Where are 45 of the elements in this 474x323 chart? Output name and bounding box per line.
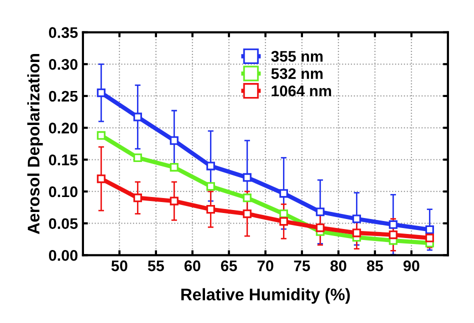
point bbox=[96, 131, 106, 140]
point bbox=[425, 225, 434, 234]
point bbox=[170, 162, 178, 172]
y-tick-label: 0.25 bbox=[48, 90, 78, 102]
x-tick-label: 75 bbox=[294, 260, 310, 272]
legend-label: 532 nm bbox=[271, 68, 323, 80]
x-tick-label: 85 bbox=[366, 260, 384, 272]
point bbox=[242, 173, 252, 182]
point bbox=[133, 153, 142, 162]
point bbox=[352, 214, 361, 224]
point bbox=[279, 217, 288, 226]
point bbox=[206, 162, 215, 170]
point bbox=[133, 112, 142, 122]
x-axis-title: Relative Humidity (%) bbox=[181, 288, 350, 304]
point bbox=[316, 223, 324, 232]
y-tick-label: 0.35 bbox=[48, 27, 78, 38]
point bbox=[242, 194, 252, 202]
point bbox=[170, 196, 178, 206]
x-tick-label: 65 bbox=[221, 260, 238, 272]
legend-label: 1064 nm bbox=[272, 86, 332, 96]
point bbox=[388, 230, 398, 240]
y-tick-label: 0.20 bbox=[48, 122, 78, 134]
point bbox=[279, 189, 288, 198]
x-tick-label: 55 bbox=[148, 260, 164, 272]
y-tick-label: 0.10 bbox=[48, 186, 78, 198]
y-tick-label: 0.05 bbox=[48, 218, 78, 230]
x-tick-label: 50 bbox=[111, 260, 128, 272]
y-axis-title: Aerosol Depolarization bbox=[27, 54, 43, 234]
x-tick-label: 80 bbox=[330, 260, 346, 272]
point bbox=[96, 88, 106, 98]
point bbox=[425, 234, 434, 242]
x-tick-label: 90 bbox=[403, 260, 420, 272]
y-tick-label: 0.00 bbox=[48, 250, 78, 261]
point bbox=[352, 228, 361, 238]
point bbox=[242, 209, 252, 218]
point bbox=[316, 208, 324, 216]
point bbox=[96, 174, 106, 184]
y-tick-label: 0.30 bbox=[48, 59, 78, 70]
x-tick-label: 60 bbox=[184, 260, 200, 272]
y-tick-label: 0.15 bbox=[48, 154, 78, 166]
point bbox=[206, 205, 215, 214]
point bbox=[170, 136, 178, 145]
legend-label: 355 nm bbox=[271, 50, 323, 62]
x-tick-label: 70 bbox=[258, 260, 274, 272]
point bbox=[133, 194, 142, 202]
